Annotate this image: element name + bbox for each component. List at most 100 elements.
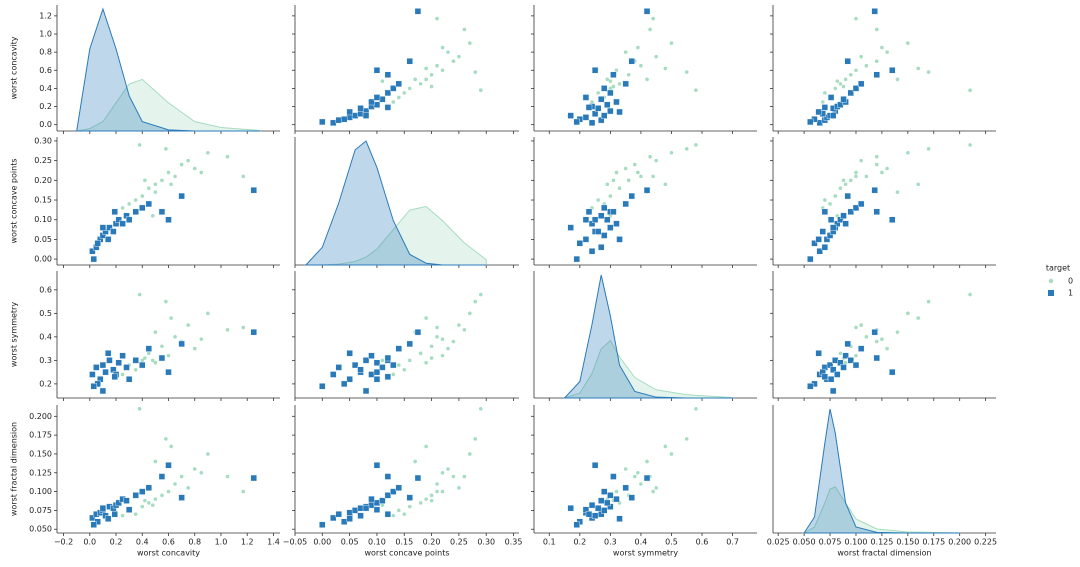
x-tick-label: 1.0 <box>215 538 228 547</box>
point <box>815 108 822 116</box>
point <box>807 118 814 126</box>
point <box>373 368 381 376</box>
kde-area <box>76 7 261 132</box>
point <box>373 101 381 108</box>
point <box>823 198 827 202</box>
x-tick-label: 0.225 <box>974 538 997 547</box>
x-tick-label: 0.4 <box>635 538 648 547</box>
point <box>478 88 483 93</box>
point <box>106 357 113 364</box>
point <box>429 498 434 503</box>
point <box>186 158 190 163</box>
point <box>608 79 613 83</box>
x-tick-label: 0.175 <box>922 538 945 547</box>
point <box>906 311 910 316</box>
point <box>610 71 617 78</box>
point <box>115 499 122 507</box>
point <box>391 513 396 518</box>
point <box>250 474 257 482</box>
point <box>573 118 580 126</box>
point <box>192 166 197 171</box>
point <box>968 292 972 297</box>
point <box>330 371 337 378</box>
point <box>164 147 168 151</box>
point <box>874 154 879 159</box>
point <box>169 444 173 449</box>
point <box>384 492 392 499</box>
point <box>854 325 858 330</box>
kde-area <box>305 206 487 266</box>
point <box>473 299 478 304</box>
point <box>648 27 652 32</box>
point <box>165 462 172 469</box>
point <box>384 473 392 480</box>
point <box>104 350 112 357</box>
point <box>362 387 370 395</box>
point <box>424 497 428 501</box>
y-axis-label: worst symmetry <box>10 302 19 367</box>
point <box>694 88 698 93</box>
point <box>137 143 142 147</box>
point <box>89 248 96 255</box>
point <box>623 467 628 471</box>
point <box>451 339 456 344</box>
x-tick-label: 0.05 <box>341 538 359 547</box>
point <box>643 474 651 482</box>
point <box>418 501 423 505</box>
y-tick-label: 0.20 <box>34 176 52 185</box>
point <box>153 182 158 187</box>
x-tick-label: 0.6 <box>696 538 709 547</box>
point <box>373 67 381 74</box>
point <box>594 105 602 112</box>
point <box>340 380 348 388</box>
x-tick-label: 0.2 <box>110 538 123 547</box>
point <box>651 16 655 21</box>
point <box>598 96 605 103</box>
x-tick-label: 0.125 <box>870 538 893 547</box>
point <box>871 8 878 15</box>
point <box>874 59 879 64</box>
point <box>440 470 445 475</box>
point <box>684 70 689 74</box>
y-tick-label: 0.4 <box>39 84 52 93</box>
point <box>654 158 658 163</box>
point <box>610 473 617 480</box>
point <box>395 345 403 352</box>
point <box>250 328 257 336</box>
point <box>424 360 428 365</box>
point <box>857 345 865 352</box>
point <box>351 112 359 119</box>
point <box>827 94 835 101</box>
point <box>199 337 204 342</box>
point <box>395 484 403 492</box>
point <box>582 236 590 243</box>
x-tick-label: 0.15 <box>395 538 413 547</box>
point <box>178 192 185 200</box>
point <box>838 186 843 190</box>
y-tick-label: 0.150 <box>29 449 52 458</box>
point <box>390 488 397 495</box>
point <box>414 474 422 482</box>
point <box>362 112 370 119</box>
point <box>859 54 863 59</box>
point <box>622 484 629 492</box>
y-tick-label: 0.175 <box>29 431 52 440</box>
point <box>626 72 631 77</box>
point <box>319 383 326 390</box>
point <box>669 41 674 45</box>
point <box>125 216 133 223</box>
point <box>373 359 381 366</box>
point <box>854 68 858 73</box>
point <box>821 373 829 381</box>
point <box>573 521 580 528</box>
point <box>380 503 385 507</box>
point <box>643 186 651 194</box>
point <box>206 150 210 155</box>
point <box>827 375 835 383</box>
point <box>133 198 138 202</box>
x-tick-label: 0.20 <box>423 538 441 547</box>
point <box>840 96 847 103</box>
point <box>842 220 849 227</box>
point <box>111 373 118 381</box>
point <box>828 202 832 206</box>
